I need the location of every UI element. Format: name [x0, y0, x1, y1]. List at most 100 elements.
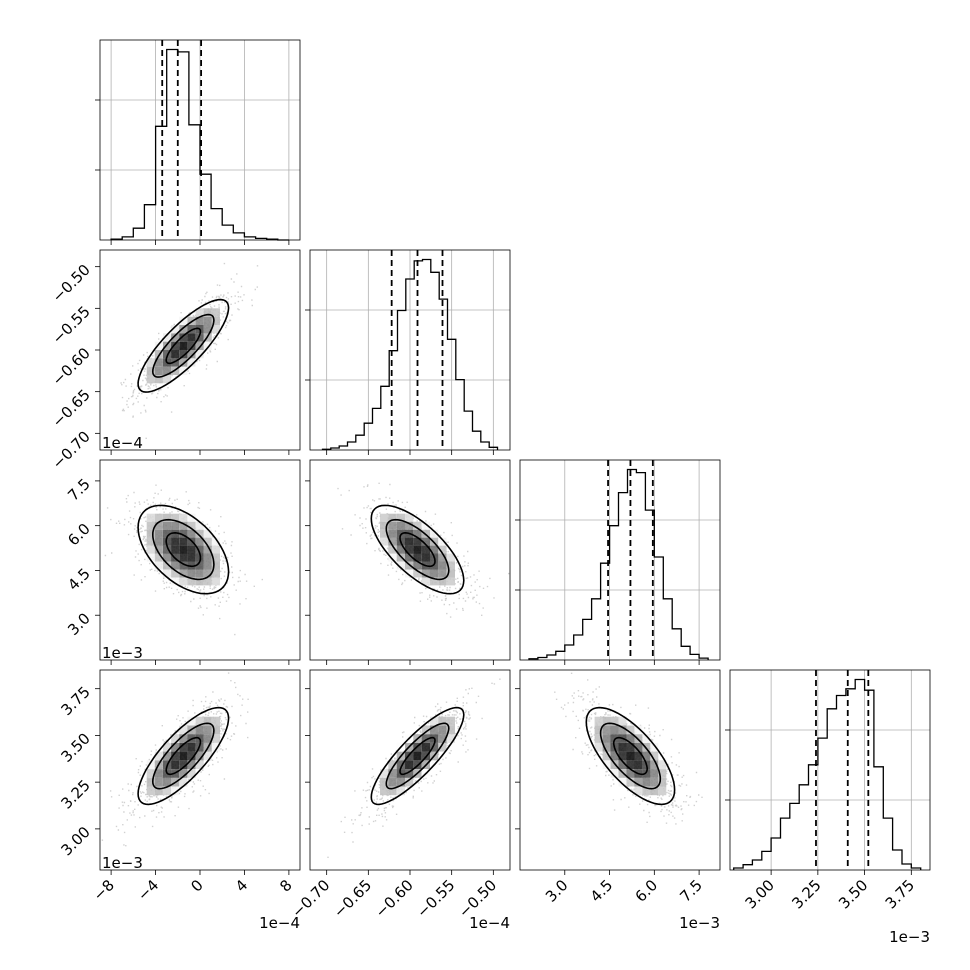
density-cell	[642, 734, 651, 743]
density-cell	[211, 308, 220, 317]
density-cell	[211, 561, 220, 570]
density-cell	[438, 742, 447, 752]
density-cell	[405, 537, 414, 546]
density-cell	[179, 769, 188, 778]
density-cell	[163, 545, 172, 554]
density-cell	[626, 769, 635, 778]
density-cell	[154, 545, 163, 554]
density-cell	[195, 521, 204, 530]
density-cell	[405, 545, 414, 554]
density-cell	[187, 521, 196, 530]
density-cell	[146, 545, 155, 554]
density-cell	[187, 569, 196, 578]
x-tick-label: −0.70	[288, 876, 333, 921]
density-cell	[179, 341, 188, 350]
density-cell	[396, 561, 405, 570]
density-cell	[594, 716, 603, 726]
panel-content	[554, 672, 703, 825]
contour-level-2	[137, 706, 230, 806]
contour-level-1	[385, 722, 450, 790]
y-tick-label: 3.0	[64, 609, 94, 639]
density-cell	[154, 769, 163, 778]
density-cell	[658, 769, 667, 778]
density-cell	[626, 742, 635, 752]
density-cell	[195, 716, 204, 726]
density-cell	[658, 777, 667, 787]
density-cell	[658, 760, 667, 769]
density-cell	[211, 537, 220, 546]
density-cell	[650, 751, 659, 761]
density-cell	[650, 777, 659, 787]
contour-level-2	[137, 298, 230, 393]
density-cell	[380, 786, 389, 796]
density-cell	[380, 777, 389, 787]
density-cell	[171, 577, 180, 586]
density-cell	[405, 769, 414, 778]
y-offset-label: 1e−4	[102, 434, 143, 452]
density-cell	[413, 751, 422, 761]
density-cell	[195, 529, 204, 538]
density-cell	[421, 569, 430, 578]
scatter-points	[104, 484, 263, 636]
x-offset-label: 1e−4	[469, 914, 510, 932]
density-cell	[154, 513, 163, 522]
density-cell	[446, 725, 455, 735]
density-cell	[179, 325, 188, 334]
density-cell	[154, 751, 163, 761]
x-tick-label: −8	[90, 876, 118, 904]
density-cell	[405, 777, 414, 787]
panel-frame	[99, 249, 301, 451]
panel-frame	[729, 669, 931, 871]
panel-frame	[309, 669, 511, 871]
histogram-2	[528, 468, 709, 660]
density-cell	[602, 760, 611, 769]
density-cell	[446, 577, 455, 586]
density-cell	[187, 760, 196, 769]
density-cell	[187, 529, 196, 538]
density-cell	[388, 786, 397, 796]
density-cell	[154, 537, 163, 546]
density-cell	[634, 725, 643, 735]
density-cell	[650, 786, 659, 796]
density-cell	[179, 521, 188, 530]
density-cell	[171, 734, 180, 743]
density-cell	[626, 725, 635, 735]
density-cell	[163, 350, 172, 359]
density-cell	[421, 545, 430, 554]
density-cell	[195, 545, 204, 554]
x-tick-label: −0.65	[330, 876, 375, 921]
density-cell	[388, 513, 397, 522]
scatter-panel-0-2	[95, 459, 301, 665]
density-cell	[187, 333, 196, 342]
panel-frame	[99, 459, 301, 661]
density-cell	[179, 751, 188, 761]
density-cell	[171, 513, 180, 522]
density-cell	[388, 553, 397, 562]
density-cell	[154, 521, 163, 530]
x-offset-label: 1e−3	[679, 914, 720, 932]
density-cell	[642, 751, 651, 761]
x-tick-label: 6.0	[632, 876, 662, 906]
density-cell	[195, 537, 204, 546]
density-cell	[171, 569, 180, 578]
density-cell	[146, 553, 155, 562]
density-cell	[195, 577, 204, 586]
density-cell	[171, 333, 180, 342]
density-cell	[602, 751, 611, 761]
density-cell	[211, 742, 220, 752]
panel-frame	[99, 39, 301, 241]
density-cell	[380, 769, 389, 778]
density-cell	[634, 742, 643, 752]
histogram-0	[110, 48, 289, 241]
x-tick-label: 7.5	[676, 876, 706, 906]
density-cell	[396, 521, 405, 530]
density-cell	[163, 777, 172, 787]
density-cell	[618, 716, 627, 726]
density-cell	[642, 769, 651, 778]
density-cell	[642, 786, 651, 796]
density-cell	[421, 577, 430, 586]
hist-panel-1	[305, 249, 511, 455]
density-cell	[146, 366, 155, 375]
scatter-panel-0-1	[95, 249, 301, 455]
